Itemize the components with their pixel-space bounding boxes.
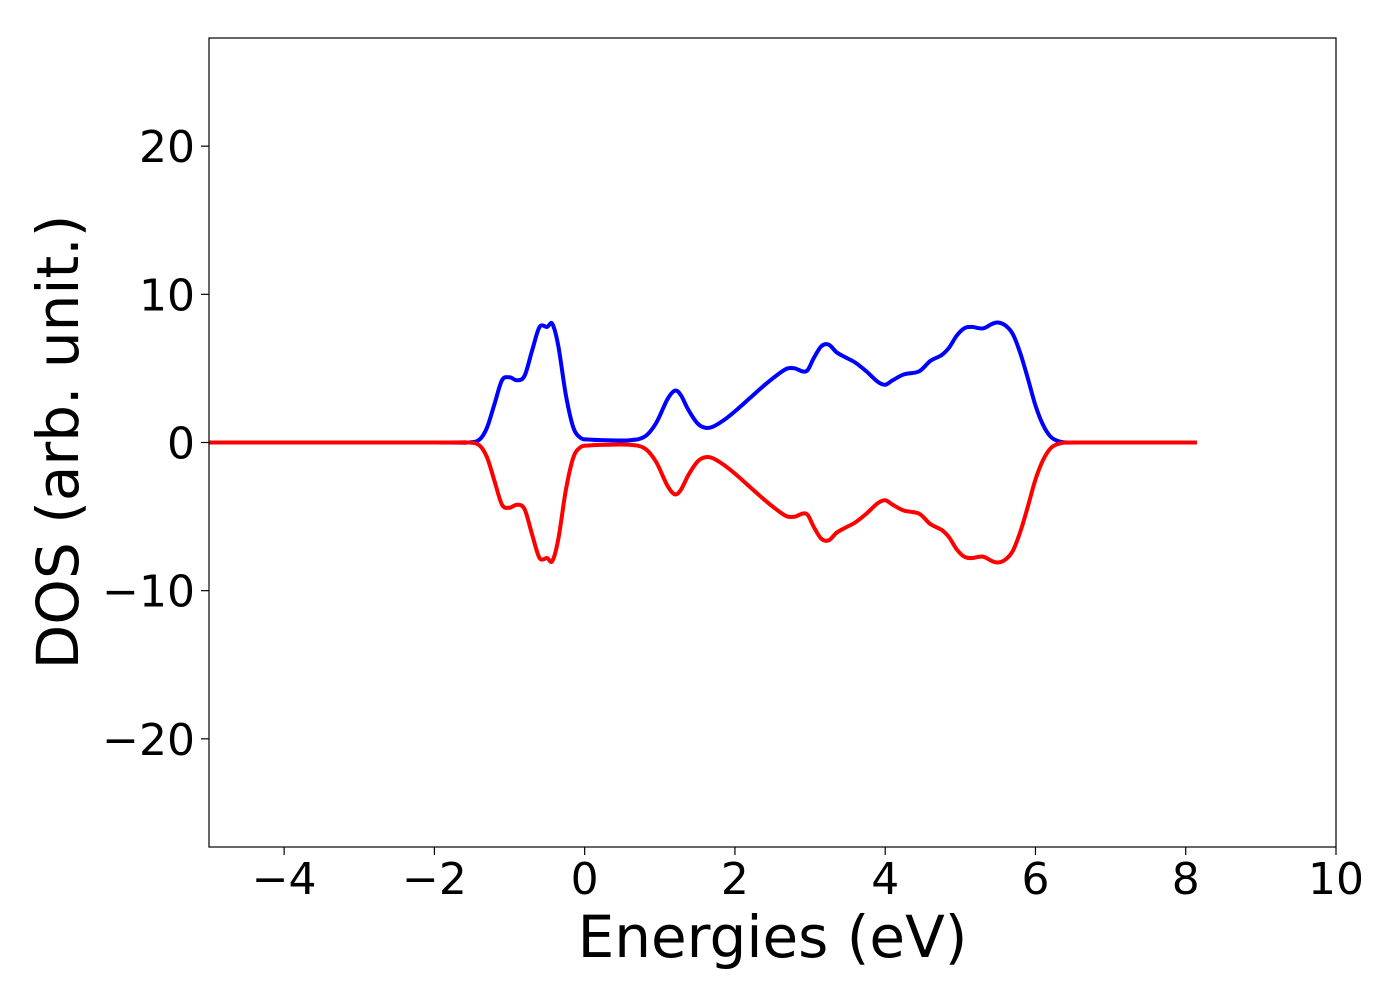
y-axis-label: DOS (arb. unit.) [24, 215, 92, 670]
x-tick-label: 10 [1308, 854, 1364, 905]
y-tick-label: 10 [139, 270, 195, 321]
x-tick-label: −2 [402, 854, 467, 905]
y-tick-label: −10 [102, 567, 195, 618]
x-axis-ticks: −4 −2 0 2 4 6 8 10 [252, 847, 1364, 905]
series-line-0 [208, 320, 1197, 445]
x-tick-label: 0 [571, 854, 599, 905]
x-tick-label: 2 [721, 854, 749, 905]
series-line-1 [208, 440, 1197, 565]
series-layer [208, 320, 1197, 565]
y-axis-ticks: −20 −10 0 10 20 [102, 122, 209, 766]
y-tick-label: −20 [102, 715, 195, 766]
x-tick-label: 4 [871, 854, 899, 905]
x-axis-label: Energies (eV) [578, 903, 968, 971]
x-tick-label: 8 [1172, 854, 1200, 905]
y-tick-label: 20 [139, 122, 195, 173]
y-tick-label: 0 [167, 419, 195, 470]
x-tick-label: 6 [1021, 854, 1049, 905]
x-tick-label: −4 [252, 854, 317, 905]
